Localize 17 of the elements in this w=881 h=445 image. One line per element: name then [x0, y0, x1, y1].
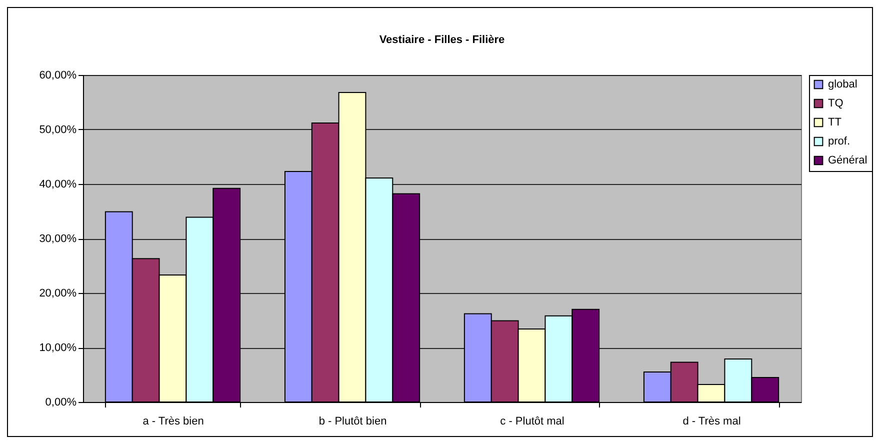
y-tick-label: 50,00% [39, 124, 77, 136]
y-tick-label: 10,00% [39, 342, 77, 354]
y-tick-label: 30,00% [39, 233, 77, 245]
chart-title: Vestiaire - Filles - Filière [379, 34, 505, 46]
y-tick-label: 0,00% [45, 396, 77, 408]
legend-label: prof. [828, 136, 850, 148]
x-tick-label: a - Très bien [142, 416, 204, 428]
x-tick-label: d - Très mal [682, 416, 741, 428]
y-tick-label: 60,00% [39, 70, 77, 82]
y-tick-label: 40,00% [39, 178, 77, 190]
x-tick-label: c - Plutôt mal [500, 416, 564, 428]
y-tick-label: 20,00% [39, 288, 77, 300]
legend-label: global [828, 78, 858, 90]
x-tick-label: b - Plutôt bien [318, 416, 387, 428]
legend-label: TQ [828, 98, 844, 110]
legend-label: Général [828, 154, 868, 166]
legend-label: TT [828, 116, 842, 128]
